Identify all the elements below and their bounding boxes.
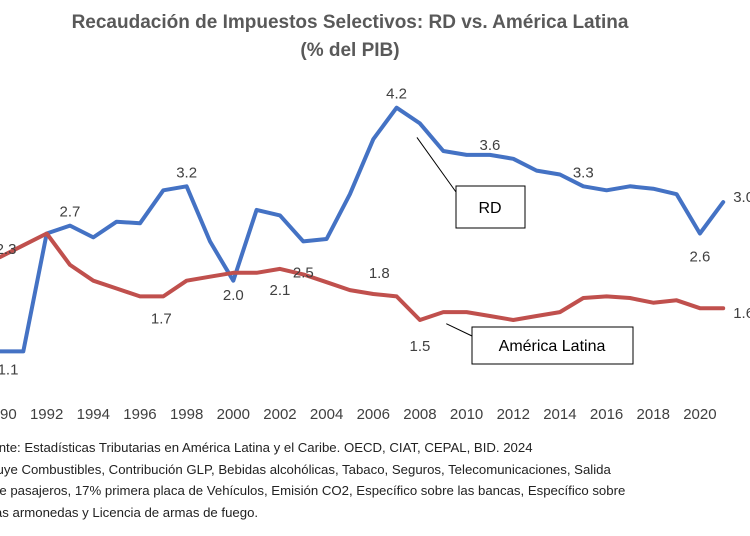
callout-box-rd bbox=[455, 185, 526, 229]
x-tick-label: 2018 bbox=[637, 406, 670, 423]
note-line-1: Incluye Combustibles, Contribución GLP, … bbox=[0, 461, 611, 477]
callout-label-america-latina: América Latina bbox=[499, 338, 606, 355]
x-tick-label: 2008 bbox=[403, 406, 436, 423]
x-tick-label: 1990 bbox=[0, 406, 17, 423]
x-tick-label: 2014 bbox=[543, 406, 576, 423]
x-tick-label: 2004 bbox=[310, 406, 343, 423]
x-tick-label: 1992 bbox=[30, 406, 63, 423]
data-label: 1.7 bbox=[151, 310, 172, 327]
x-tick-label: 2016 bbox=[590, 406, 623, 423]
data-label: 2.3 bbox=[0, 241, 16, 258]
x-tick-label: 2020 bbox=[683, 406, 716, 423]
source-notes: Fuente: Estadísticas Tributarias en Amér… bbox=[0, 437, 625, 523]
callout-leader-america-latina bbox=[446, 323, 473, 337]
data-label: 2.5 bbox=[293, 264, 314, 281]
data-label: 1.1 bbox=[0, 361, 18, 378]
note-line-3: las armonedas y Licencia de armas de fue… bbox=[0, 504, 259, 520]
series-line-rd bbox=[0, 105, 726, 354]
callout-box-america-latina bbox=[471, 326, 634, 365]
data-label: 1.5 bbox=[410, 338, 431, 355]
data-label: 1.8 bbox=[369, 265, 390, 282]
chart-subtitle: (% del PIB) bbox=[300, 40, 400, 61]
data-label: 4.2 bbox=[386, 86, 407, 103]
data-label: 3.0 bbox=[733, 189, 750, 206]
x-tick-label: 2000 bbox=[217, 406, 250, 423]
x-tick-label: 1994 bbox=[77, 406, 110, 423]
line-chart: 1990 1992 1994 1996 1998 2000 2002 2004 2006 2008… bbox=[0, 86, 750, 423]
note-line-2: de pasajeros, 17% primera placa de Vehíc… bbox=[0, 483, 626, 498]
x-tick-label: 2006 bbox=[357, 406, 390, 423]
data-label: 1.6 bbox=[733, 305, 750, 322]
x-tick-label: 1996 bbox=[123, 406, 156, 423]
data-label: 3.3 bbox=[573, 164, 594, 181]
chart-title: Recaudación de Impuestos Selectivos: RD … bbox=[71, 12, 629, 33]
data-label: 3.2 bbox=[176, 164, 197, 181]
note-source: Fuente: Estadísticas Tributarias en Amér… bbox=[0, 440, 533, 455]
data-label: 3.6 bbox=[480, 137, 501, 154]
callout-label-rd: RD bbox=[478, 200, 501, 217]
data-label: 2.6 bbox=[689, 249, 710, 266]
callout-leader-rd bbox=[416, 137, 457, 193]
data-label: 2.0 bbox=[223, 287, 244, 304]
data-label: 2.7 bbox=[60, 204, 81, 221]
x-tick-label: 1998 bbox=[170, 406, 203, 423]
data-label: 2.1 bbox=[270, 282, 291, 299]
x-tick-label: 2010 bbox=[450, 406, 483, 423]
x-tick-label: 2012 bbox=[497, 406, 530, 423]
series-line-america-latina bbox=[0, 231, 726, 322]
x-tick-label: 2002 bbox=[263, 406, 296, 423]
